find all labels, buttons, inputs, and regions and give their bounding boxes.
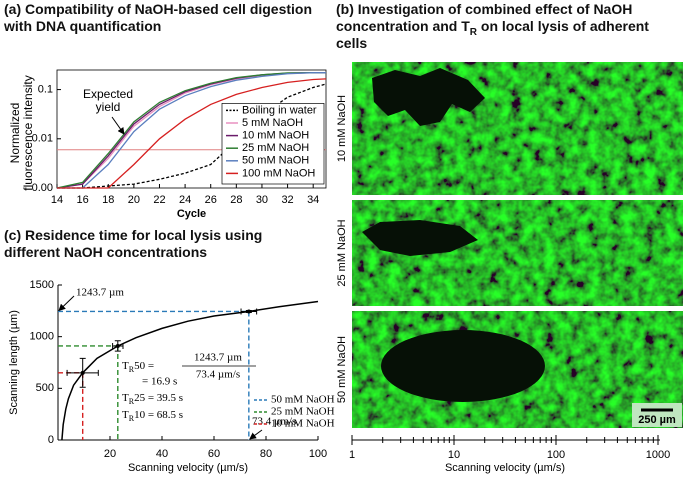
x-tick-label: 20: [128, 194, 140, 206]
row-label: 50 mM NaOH: [336, 336, 348, 403]
x-tick-label: 100: [309, 448, 327, 460]
formula: TR10 = 68.5 s: [122, 409, 183, 423]
series-line: [57, 72, 326, 189]
legend-label: 50 mM NaOH: [242, 155, 309, 167]
x-tick-label: 20: [104, 448, 116, 460]
legend-label: 5 mM NaOH: [242, 117, 303, 129]
scale-bar-label: 250 µm: [638, 414, 676, 426]
plot-frame: [56, 69, 327, 189]
symbol: T: [122, 360, 129, 372]
data-point: [80, 370, 85, 375]
x-tick-label: 1000: [646, 449, 670, 461]
series-line: [57, 83, 327, 189]
lysis-hole: [362, 220, 478, 256]
subscript: R: [129, 397, 135, 406]
x-tick-label: 60: [208, 448, 220, 460]
y-tick-label: 500: [36, 382, 54, 394]
x-axis-label: Scanning velocity (µm/s): [128, 462, 248, 474]
annotation: 73.4 µm/s: [252, 416, 296, 428]
x-axis-label: Scanning velocity (µm/s): [445, 462, 565, 474]
legend-label: Boiling in water: [242, 104, 317, 116]
x-axis-label: Cycle: [177, 208, 206, 220]
legend-label: 50 mM NaOH: [271, 394, 335, 406]
y-tick-label: 0.01: [32, 133, 53, 145]
x-tick-label: 30: [256, 194, 268, 206]
legend-label: 25 mM NaOH: [271, 406, 335, 418]
subscript: R: [129, 414, 135, 423]
title-text: on local lysis of adherent cells: [336, 18, 649, 51]
x-tick-label: 14: [51, 194, 63, 206]
y-axis-label: Normalized fluorescence intensity: [8, 75, 35, 191]
panel-b-title: (b) Investigation of combined effect of …: [336, 1, 681, 52]
y-tick-label: 0.1: [38, 83, 53, 95]
legend-box: [221, 103, 325, 185]
x-tick-label: 10: [448, 449, 460, 461]
symbol: T: [122, 409, 129, 421]
formula-text: 50 =: [134, 360, 154, 372]
x-tick-label: 80: [260, 448, 272, 460]
legend-label: 100 mM NaOH: [242, 167, 315, 179]
y-tick-label: 0.00: [32, 182, 53, 194]
x-tick-label: 22: [153, 194, 165, 206]
annotation: Expected yield: [82, 87, 134, 114]
x-tick-label: 26: [205, 194, 217, 206]
annotation: 1243.7 µm: [76, 287, 124, 299]
annotation-arrow: [58, 295, 75, 312]
symbol: T: [122, 392, 129, 404]
x-tick-label: 40: [156, 448, 168, 460]
y-tick-label: 0: [48, 434, 54, 446]
subscript: R: [129, 365, 135, 374]
legend-label: 10 mM NaOH: [271, 418, 335, 430]
formula: TR25 = 39.5 s: [122, 392, 183, 406]
denominator: 73.4 µm/s: [196, 369, 240, 381]
data-point: [246, 309, 251, 314]
scale-bar-box: [632, 403, 682, 427]
x-tick-label: 32: [281, 194, 293, 206]
micrographs: [352, 62, 683, 428]
x-tick-label: 1: [349, 449, 355, 461]
panel-a-title: (a) Compatibility of NaOH-based cell dig…: [4, 1, 313, 34]
panel-c-title: (c) Residence time for local lysis using…: [4, 227, 263, 260]
row-label: 25 mM NaOH: [336, 219, 348, 286]
lysis-hole: [372, 68, 485, 126]
title-subscript: R: [469, 26, 478, 38]
y-axis-label: Scanning length (µm): [8, 310, 20, 415]
y-tick-label: 1500: [30, 279, 54, 291]
numerator: 1243.7 µm: [194, 352, 242, 364]
y-tick-label: 1000: [30, 331, 54, 343]
formula: TR50 =: [122, 360, 154, 374]
lysis-hole: [381, 330, 545, 402]
x-tick-label: 34: [307, 194, 319, 206]
series-line: [57, 78, 327, 189]
formula-text: 10 = 68.5 s: [134, 409, 183, 421]
series-line: [56, 72, 326, 189]
formula-text: 25 = 39.5 s: [134, 392, 183, 404]
x-tick-label: 100: [547, 449, 565, 461]
x-tick-label: 28: [230, 194, 242, 206]
title-text: (b) Investigation of combined effect of …: [336, 1, 633, 34]
legend-label: 10 mM NaOH: [242, 130, 309, 142]
data-point: [115, 343, 120, 348]
legend-label: 25 mM NaOH: [242, 142, 309, 154]
annotation-arrow: [249, 429, 263, 440]
annotation-arrow: [111, 116, 125, 135]
formula-result: = 16.9 s: [142, 376, 177, 388]
x-tick-label: 18: [102, 194, 114, 206]
x-tick-label: 24: [179, 194, 191, 206]
x-tick-label: 16: [76, 194, 88, 206]
row-label: 10 mM NaOH: [336, 95, 348, 162]
